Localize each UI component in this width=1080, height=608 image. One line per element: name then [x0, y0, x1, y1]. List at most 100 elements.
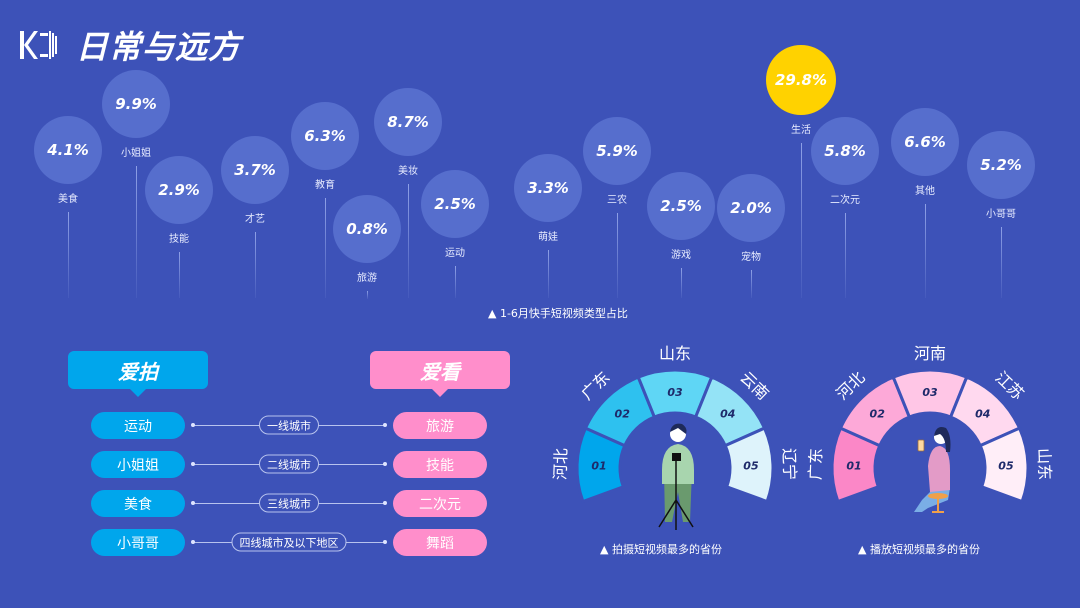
shoot-category: 小姐姐	[91, 451, 185, 478]
triangle-icon: ▲	[858, 543, 870, 556]
bubble-label: 二次元	[830, 195, 860, 206]
bubble-value: 4.1%	[34, 116, 102, 184]
bubble-caption: ▲ 1-6月快手短视频类型占比	[488, 307, 628, 320]
fan-rank: 02	[615, 407, 631, 420]
fan-rank: 05	[998, 459, 1014, 472]
fan-province: 河北	[551, 448, 571, 481]
bubble-label: 宠物	[741, 252, 761, 263]
bubble-stem	[179, 252, 180, 298]
fan-rank: 05	[743, 459, 759, 472]
bubble-label: 游戏	[671, 250, 691, 261]
fan-rank: 01	[591, 459, 606, 472]
bubble-label: 三农	[607, 195, 627, 206]
bubble-value: 2.5%	[421, 170, 489, 238]
fan-province: 广东	[806, 448, 826, 481]
bubble-stem	[255, 232, 256, 298]
bubble-stem	[408, 184, 409, 298]
connector-dot	[383, 462, 387, 466]
bubble-value: 5.9%	[583, 117, 651, 185]
watch-category: 舞蹈	[393, 529, 487, 556]
triangle-icon: ▲	[600, 543, 612, 556]
bubble-label: 美妆	[398, 166, 418, 177]
fan-segment	[723, 426, 775, 504]
connector-dot	[383, 423, 387, 427]
connector-dot	[191, 540, 195, 544]
bubble-value: 2.0%	[717, 174, 785, 242]
bubble-value: 2.5%	[647, 172, 715, 240]
shoot-category: 美食	[91, 490, 185, 517]
bubble-label: 才艺	[245, 214, 265, 225]
watch-category: 二次元	[393, 490, 487, 517]
bubble-value: 5.8%	[811, 117, 879, 185]
bubble-stem	[751, 270, 752, 298]
triangle-icon: ▲	[488, 307, 500, 320]
watch-category: 旅游	[393, 412, 487, 439]
bubble-value: 6.6%	[891, 108, 959, 176]
bubble-stem	[548, 250, 549, 298]
page-title: 日常与远方	[76, 28, 242, 66]
bubble-value: 8.7%	[374, 88, 442, 156]
bubble-value: 3.7%	[221, 136, 289, 204]
bubble-value: 2.9%	[145, 156, 213, 224]
bubble-label: 美食	[58, 194, 78, 205]
bubble-stem	[367, 291, 368, 299]
bubble-stem	[925, 204, 926, 298]
bubble-stem	[136, 166, 137, 298]
bubble-label: 其他	[915, 186, 935, 197]
connector-dot	[383, 540, 387, 544]
bubble-stem	[455, 266, 456, 298]
fan-rank: 03	[667, 386, 683, 399]
bubble-stem	[1001, 227, 1002, 298]
fan-province: 山东	[659, 344, 691, 363]
bubble-value: 6.3%	[291, 102, 359, 170]
kuaishou-logo-icon	[20, 31, 57, 59]
connector-dot	[383, 501, 387, 505]
bubble-stem	[617, 213, 618, 298]
bubble-stem	[845, 213, 846, 298]
city-tier-label: 四线城市及以下地区	[231, 532, 347, 552]
watch-category: 技能	[393, 451, 487, 478]
fan-province: 山东	[1034, 448, 1054, 481]
fan-province: 辽宁	[779, 448, 799, 481]
connector-dot	[191, 423, 195, 427]
watch-fan-caption: ▲ 播放短视频最多的省份	[858, 543, 980, 556]
watch-title: 爱看	[370, 351, 510, 397]
bubble-label: 小姐姐	[121, 148, 151, 159]
bubble-stem	[68, 212, 69, 298]
city-tier-label: 一线城市	[259, 415, 319, 435]
bubble-label: 技能	[169, 234, 189, 245]
bubble-value: 0.8%	[333, 195, 401, 263]
city-tier-label: 三线城市	[259, 493, 319, 513]
fan-rank: 04	[975, 407, 990, 420]
fan-rank: 01	[846, 459, 861, 472]
connector-dot	[191, 462, 195, 466]
person-filming-icon	[658, 423, 694, 530]
bubble-value: 9.9%	[102, 70, 170, 138]
bubble-label: 萌娃	[538, 232, 558, 243]
fan-segment	[978, 426, 1030, 504]
shoot-category: 小哥哥	[91, 529, 185, 556]
bubble-value: 5.2%	[967, 131, 1035, 199]
person-watching-phone-icon	[914, 427, 951, 513]
shoot-category: 运动	[91, 412, 185, 439]
fan-rank: 04	[720, 407, 735, 420]
fan-rank: 02	[870, 407, 886, 420]
bubble-stem	[325, 198, 326, 298]
bubble-label: 旅游	[357, 273, 377, 284]
connector-dot	[191, 501, 195, 505]
bubble-stem	[681, 268, 682, 298]
bubble-label: 生活	[791, 125, 811, 136]
shoot-title: 爱拍	[68, 351, 208, 397]
fan-province: 河南	[914, 344, 946, 363]
bubble-label: 运动	[445, 248, 465, 259]
shoot-fan-caption: ▲ 拍摄短视频最多的省份	[600, 543, 722, 556]
fan-rank: 03	[922, 386, 938, 399]
bubble-label: 小哥哥	[986, 209, 1016, 220]
bubble-label: 教育	[315, 180, 335, 191]
bubble-stem	[801, 143, 802, 298]
bubble-value: 3.3%	[514, 154, 582, 222]
city-tier-label: 二线城市	[259, 454, 319, 474]
